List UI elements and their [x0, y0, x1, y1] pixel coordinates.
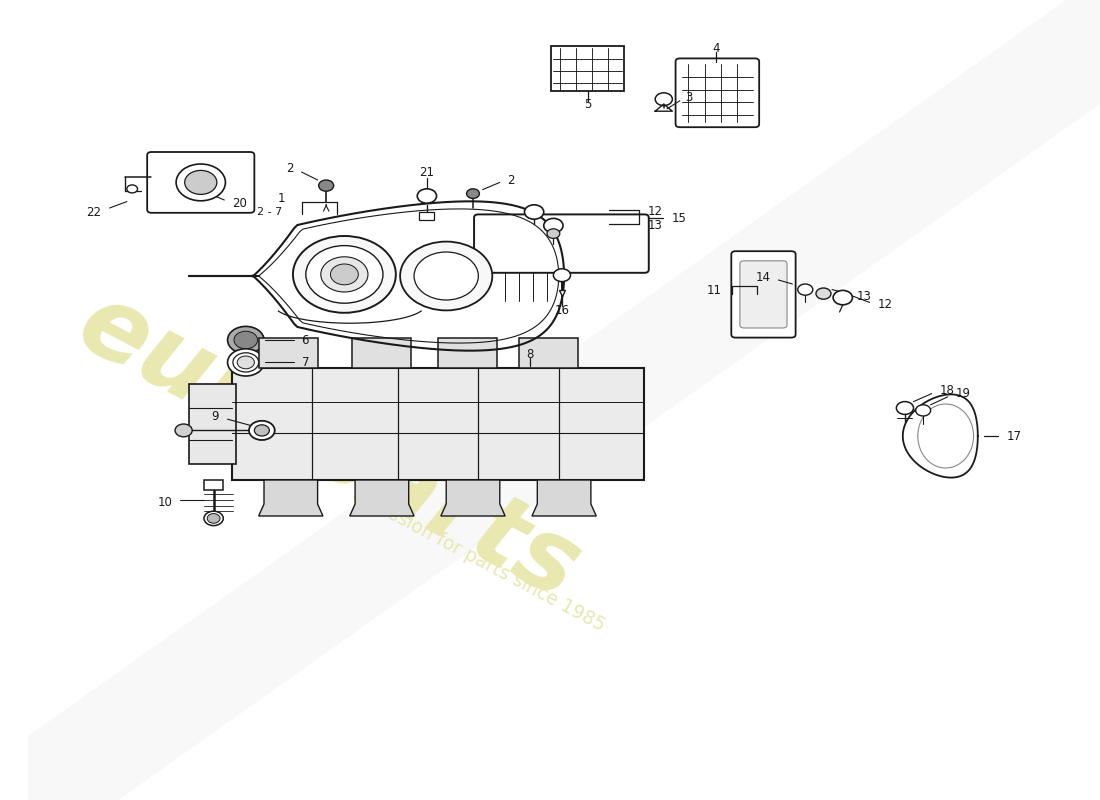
Circle shape — [306, 246, 383, 303]
Text: 4: 4 — [713, 42, 721, 54]
Circle shape — [400, 242, 493, 310]
Circle shape — [547, 229, 560, 238]
FancyBboxPatch shape — [474, 214, 649, 273]
Circle shape — [414, 252, 478, 300]
FancyBboxPatch shape — [732, 251, 795, 338]
Circle shape — [234, 331, 257, 349]
Circle shape — [293, 236, 396, 313]
Text: 10: 10 — [158, 496, 173, 509]
Circle shape — [175, 424, 192, 437]
Text: 20: 20 — [232, 197, 246, 210]
Text: 13: 13 — [857, 290, 871, 302]
Polygon shape — [258, 480, 323, 516]
Bar — [232, 368, 645, 480]
Text: a passion for parts since 1985: a passion for parts since 1985 — [349, 485, 608, 635]
Polygon shape — [532, 480, 596, 516]
Circle shape — [543, 218, 563, 233]
Circle shape — [185, 170, 217, 194]
Circle shape — [915, 405, 931, 416]
FancyBboxPatch shape — [740, 261, 786, 328]
Bar — [438, 338, 496, 368]
Text: 3: 3 — [685, 91, 693, 104]
Text: 14: 14 — [756, 271, 771, 284]
Text: 22: 22 — [86, 206, 101, 218]
Circle shape — [525, 205, 543, 219]
Text: 11: 11 — [706, 284, 722, 297]
Bar — [519, 338, 578, 368]
Circle shape — [417, 189, 437, 203]
Bar — [551, 46, 624, 91]
Text: 18: 18 — [939, 384, 954, 397]
Circle shape — [330, 264, 359, 285]
Text: 19: 19 — [955, 387, 970, 400]
Text: 16: 16 — [554, 304, 570, 317]
Text: 1: 1 — [278, 192, 285, 205]
Text: 8: 8 — [526, 348, 534, 361]
Text: 21: 21 — [419, 166, 435, 179]
Circle shape — [228, 326, 264, 354]
Polygon shape — [441, 480, 505, 516]
Circle shape — [238, 356, 254, 369]
Text: 9: 9 — [211, 410, 219, 422]
Text: 2 - 7: 2 - 7 — [257, 207, 283, 217]
Text: 7: 7 — [301, 356, 309, 369]
Text: 13: 13 — [648, 219, 662, 232]
Text: 6: 6 — [301, 334, 309, 346]
Text: europarts: europarts — [62, 275, 595, 621]
Circle shape — [816, 288, 831, 299]
Bar — [419, 212, 435, 220]
FancyBboxPatch shape — [147, 152, 254, 213]
Circle shape — [896, 402, 913, 414]
Circle shape — [228, 349, 264, 376]
Circle shape — [319, 180, 333, 191]
Circle shape — [321, 257, 368, 292]
Text: 15: 15 — [671, 212, 686, 225]
Circle shape — [249, 421, 275, 440]
Circle shape — [833, 290, 853, 305]
Polygon shape — [903, 394, 978, 478]
Bar — [204, 480, 223, 490]
Text: 5: 5 — [584, 98, 592, 111]
Bar — [352, 338, 410, 368]
Text: 12: 12 — [878, 298, 893, 311]
Polygon shape — [350, 480, 414, 516]
Circle shape — [656, 93, 672, 106]
FancyBboxPatch shape — [675, 58, 759, 127]
Circle shape — [207, 514, 220, 523]
Circle shape — [233, 353, 258, 372]
Circle shape — [798, 284, 813, 295]
Circle shape — [254, 425, 270, 436]
Circle shape — [176, 164, 226, 201]
Circle shape — [553, 269, 571, 282]
Circle shape — [204, 511, 223, 526]
Text: 2: 2 — [286, 162, 294, 174]
Circle shape — [466, 189, 480, 198]
Circle shape — [126, 185, 138, 193]
Bar — [189, 384, 236, 464]
Text: 12: 12 — [648, 205, 662, 218]
Text: 17: 17 — [1006, 430, 1022, 442]
Bar — [258, 338, 318, 368]
Text: 2: 2 — [507, 174, 515, 186]
